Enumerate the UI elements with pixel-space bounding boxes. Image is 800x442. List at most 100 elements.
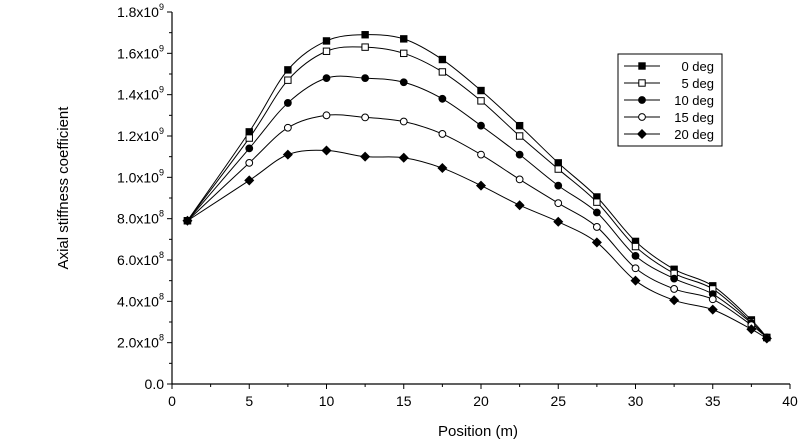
data-point	[746, 324, 757, 335]
x-tick-label: 40	[782, 393, 798, 409]
legend-label: 0 deg	[681, 59, 714, 74]
x-tick-label: 35	[705, 393, 721, 409]
data-point	[477, 121, 485, 130]
data-point	[515, 150, 524, 159]
legend-marker	[638, 62, 646, 70]
legend-marker	[638, 96, 646, 104]
data-point	[399, 78, 408, 87]
legend-marker	[636, 128, 648, 140]
data-point	[361, 43, 369, 51]
data-point	[244, 175, 255, 186]
data-point	[477, 97, 485, 105]
y-tick-label: 1.2x109	[117, 126, 164, 144]
data-point	[284, 66, 292, 74]
series-20-deg	[182, 145, 772, 344]
plot-area	[182, 31, 772, 344]
x-tick-label: 0	[168, 393, 176, 409]
data-point	[245, 134, 253, 142]
legend-item: 10 deg	[624, 93, 714, 108]
data-point	[361, 113, 370, 122]
data-point	[438, 94, 447, 103]
x-axis-label: Position (m)	[438, 423, 518, 440]
y-tick-label: 4.0x108	[117, 291, 164, 309]
data-point	[360, 151, 371, 162]
y-tick-label: 8.0x108	[117, 209, 164, 227]
data-point	[322, 47, 331, 55]
data-point	[554, 181, 563, 190]
legend-item: 0 deg	[624, 59, 714, 74]
data-point	[477, 150, 485, 159]
data-point	[669, 295, 680, 306]
data-point	[630, 275, 641, 286]
y-tick-label: 2.0x108	[117, 333, 164, 351]
series-10-deg	[183, 74, 771, 342]
data-point	[361, 74, 370, 83]
y-tick-label: 1.6x109	[117, 43, 164, 61]
data-point	[515, 175, 524, 184]
legend-marker	[638, 113, 646, 121]
legend-label: 5 deg	[681, 76, 714, 91]
data-point	[322, 37, 331, 45]
data-point	[438, 55, 447, 64]
data-point	[284, 76, 292, 84]
data-point	[591, 237, 602, 248]
legend: 0 deg 5 deg 10 deg 15 deg 20 deg	[617, 53, 723, 147]
legend-marker	[638, 79, 646, 87]
series-5-deg	[183, 43, 771, 342]
data-point	[670, 285, 679, 293]
data-point	[761, 333, 772, 344]
x-tick-label: 10	[319, 393, 335, 409]
data-point	[554, 199, 563, 208]
y-tick-label: 6.0x108	[117, 250, 164, 268]
data-point	[321, 145, 332, 156]
data-point	[282, 149, 293, 160]
data-point	[593, 198, 601, 206]
series-line	[187, 149, 768, 339]
y-tick-label: 1.4x109	[117, 85, 164, 103]
data-point	[477, 86, 485, 95]
data-point	[670, 274, 679, 283]
x-tick-label: 15	[396, 393, 412, 409]
data-point	[592, 208, 601, 217]
data-point	[398, 152, 409, 163]
data-point	[361, 31, 369, 39]
x-tick-label: 5	[245, 393, 253, 409]
series-line	[187, 114, 768, 338]
data-point	[245, 144, 254, 153]
data-point	[245, 158, 254, 167]
data-point	[182, 215, 193, 226]
x-tick-label: 30	[628, 393, 644, 409]
data-point	[631, 251, 640, 260]
data-point	[283, 99, 292, 107]
data-point	[400, 49, 408, 58]
data-point	[592, 223, 601, 231]
data-point	[554, 159, 562, 167]
data-point	[437, 163, 448, 174]
x-tick-label: 25	[550, 393, 566, 409]
x-tick-label: 20	[473, 393, 489, 409]
data-point	[631, 242, 640, 251]
legend-item: 20 deg	[624, 127, 714, 142]
data-point	[708, 295, 717, 304]
legend-label: 15 deg	[674, 110, 714, 125]
data-point	[514, 200, 525, 211]
y-axis-label: Axial stiffness coefficient	[55, 106, 72, 270]
data-point	[707, 304, 718, 315]
data-point	[438, 130, 447, 138]
y-tick-label: 1.8x109	[117, 2, 164, 20]
data-point	[475, 180, 487, 191]
data-point	[399, 117, 408, 126]
legend-label: 10 deg	[674, 93, 714, 108]
data-point	[515, 121, 524, 130]
y-tick-label: 1.0x109	[117, 167, 164, 185]
data-point	[515, 132, 524, 140]
axes: 0 5 10 15 20 25 30 35 40 0.0 2.0x108 4.0x108 6.0x108…	[117, 2, 798, 409]
data-point	[553, 216, 564, 227]
legend-item: 5 deg	[624, 76, 714, 91]
data-point	[400, 35, 408, 43]
legend-label: 20 deg	[674, 127, 714, 142]
legend-item: 15 deg	[624, 110, 714, 125]
data-point	[631, 264, 640, 273]
data-point	[322, 111, 331, 120]
